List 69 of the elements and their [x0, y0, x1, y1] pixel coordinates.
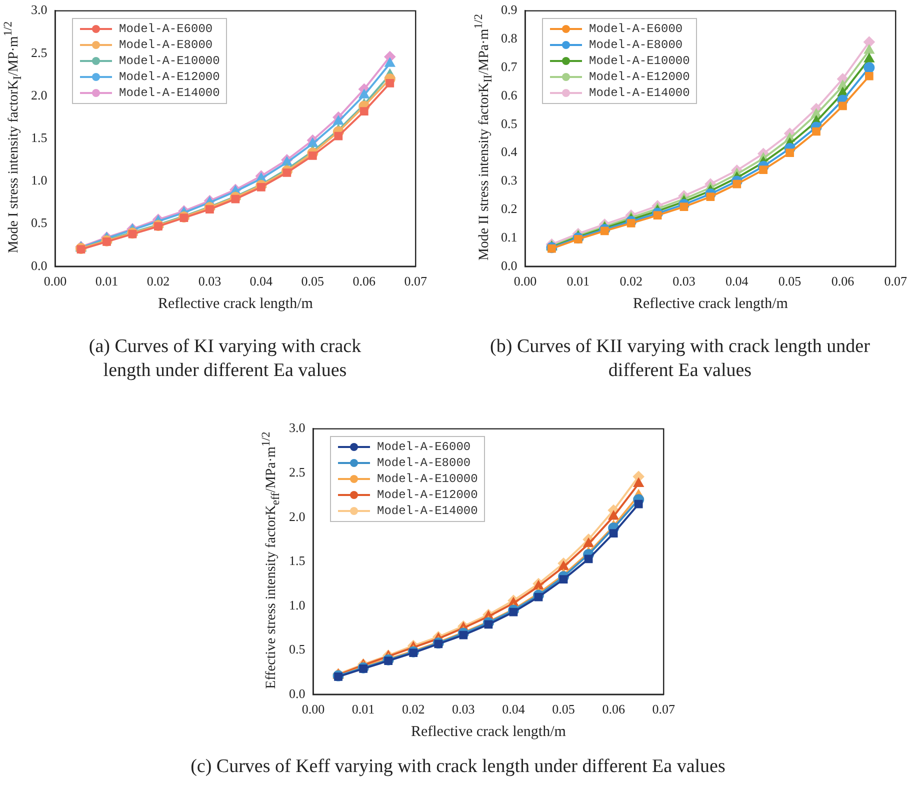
y-tick-label: 0.9: [501, 2, 518, 18]
legend-label: Model-A-E12000: [377, 488, 478, 502]
y-tick-label: 0.0: [289, 686, 306, 701]
x-tick-label: 0.05: [552, 702, 575, 717]
x-tick-label: 0.01: [352, 702, 375, 717]
x-tick-label: 0.03: [198, 274, 222, 289]
x-tick-label: 0.03: [452, 702, 475, 717]
y-tick-label: 1.5: [31, 130, 48, 146]
x-tick-label: 0.02: [146, 274, 170, 289]
legend-label: Model-A-E6000: [589, 22, 683, 36]
x-tick-label: 0.07: [884, 274, 908, 289]
y-tick-label: 2.5: [31, 44, 48, 60]
x-tick-label: 0.01: [95, 274, 118, 289]
y-tick-label: 0.0: [501, 258, 518, 273]
x-tick-label: 0.07: [652, 702, 676, 717]
y-tick-label: 1.0: [31, 172, 48, 188]
y-tick-label: 1.0: [289, 597, 306, 612]
y-tick-label: 0.6: [501, 87, 518, 102]
legend-label: Model-A-E14000: [119, 86, 220, 100]
y-tick-label: 0.2: [501, 201, 518, 216]
legend-label: Model-A-E14000: [589, 86, 690, 100]
x-tick-label: 0.00: [302, 702, 325, 717]
y-tick-label: 3.0: [289, 420, 306, 436]
y-tick-label: 0.7: [501, 59, 518, 74]
x-tick-label: 0.03: [672, 274, 696, 289]
y-tick-label: 0.3: [501, 172, 518, 188]
text: (a) Curves of KI varying with crack length under different Ea values: [88, 335, 362, 383]
x-tick-label: 0.04: [726, 274, 749, 289]
legend-label: Model-A-E10000: [589, 54, 690, 68]
y-tick-label: 0.0: [31, 258, 48, 273]
legend-label: Model-A-E10000: [119, 54, 220, 68]
legend-label: Model-A-E10000: [377, 472, 478, 486]
y-tick-label: 1.5: [289, 553, 306, 568]
y-tick-label: 0.5: [501, 116, 518, 131]
y-tick-label: 2.0: [31, 87, 48, 102]
x-tick-label: 0.00: [44, 274, 67, 289]
x-axis-title: Reflective crack length/m: [410, 724, 566, 740]
x-axis-title: Reflective crack length/m: [158, 296, 314, 312]
y-tick-label: 2.0: [289, 508, 306, 524]
legend-label: Model-A-E12000: [119, 70, 220, 84]
y-tick-label: 0.8: [501, 30, 518, 46]
x-tick-label: 0.06: [831, 274, 855, 289]
y-tick-label: 2.5: [289, 464, 306, 480]
text: (b) Curves of KII varying with crack length under different Ea values: [489, 335, 871, 383]
x-tick-label: 0.00: [514, 274, 537, 289]
legend-label: Model-A-E12000: [589, 70, 690, 84]
x-tick-label: 0.06: [602, 702, 626, 717]
y-tick-label: 0.1: [501, 229, 518, 244]
legend-label: Model-A-E8000: [119, 38, 213, 52]
text: (c) Curves of Keff varying with crack length under different Ea values: [190, 755, 726, 779]
x-tick-label: 0.05: [778, 274, 802, 289]
y-tick-label: 0.5: [31, 215, 48, 230]
x-tick-label: 0.02: [402, 702, 425, 717]
legend-label: Model-A-E8000: [377, 456, 471, 470]
x-axis-title: Reflective crack length/m: [632, 296, 788, 312]
x-tick-label: 0.02: [620, 274, 642, 289]
y-tick-label: 3.0: [31, 2, 48, 18]
legend-label: Model-A-E8000: [589, 38, 683, 52]
x-tick-label: 0.06: [352, 274, 376, 289]
x-tick-label: 0.04: [250, 274, 274, 289]
y-tick-label: 0.5: [289, 642, 306, 657]
y-tick-label: 0.4: [501, 144, 518, 160]
x-tick-label: 0.01: [566, 274, 590, 289]
legend-label: Model-A-E6000: [377, 440, 471, 454]
x-tick-label: 0.07: [404, 274, 428, 289]
legend-label: Model-A-E6000: [119, 22, 213, 36]
x-tick-label: 0.05: [301, 274, 324, 289]
legend-label: Model-A-E14000: [377, 504, 478, 518]
x-tick-label: 0.04: [502, 702, 526, 717]
